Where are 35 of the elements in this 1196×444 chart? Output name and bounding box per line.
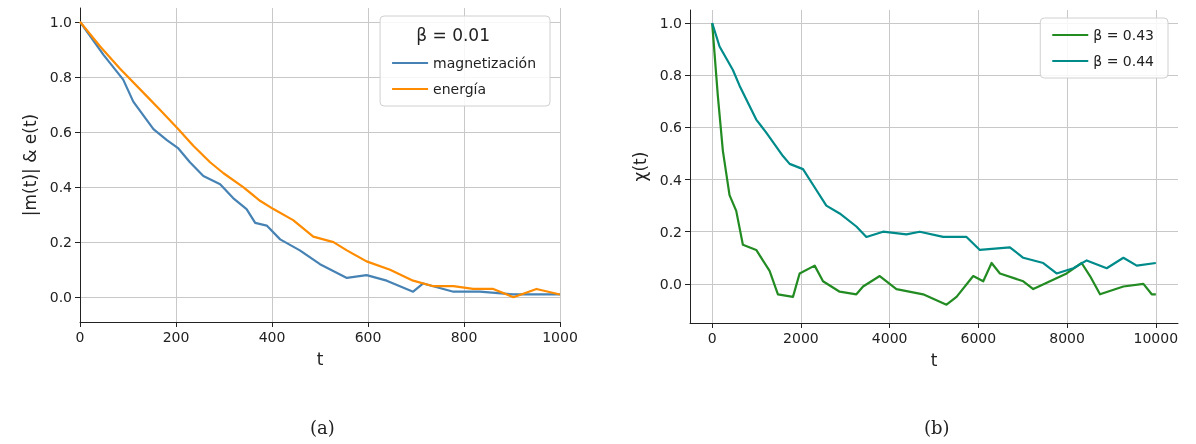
y-axis-title: |m(t)| & e(t) <box>19 113 40 217</box>
y-tick-label: 0.2 <box>659 223 682 240</box>
y-axis-title: χ(t) <box>629 151 650 182</box>
x-tick-label: 8000 <box>1049 330 1085 346</box>
x-tick-label: 600 <box>354 329 382 345</box>
y-tick-label: 0.2 <box>49 234 72 251</box>
y-tick-label: 0.0 <box>659 275 682 292</box>
x-tick-label: 4000 <box>871 330 908 346</box>
y-tick-label: 0.4 <box>659 171 683 188</box>
y-tick-label: 0.8 <box>659 67 682 84</box>
x-tick-label: 10000 <box>1133 330 1179 346</box>
x-axis-title: t <box>316 348 324 369</box>
text: (b) <box>924 416 950 438</box>
legend-label: magnetización <box>433 55 536 71</box>
y-tick-label: 0.0 <box>49 289 72 306</box>
legend-label: β = 0.43 <box>1093 27 1155 43</box>
y-tick-label: 0.6 <box>659 119 683 136</box>
y-tick-label: 1.0 <box>659 15 682 32</box>
legend-label: energía <box>433 81 487 97</box>
x-tick-label: 800 <box>450 329 478 345</box>
x-tick-label: 6000 <box>960 330 997 346</box>
text: (a) <box>310 416 335 438</box>
y-tick-label: 0.8 <box>49 68 72 85</box>
x-tick-label: 0 <box>75 329 85 345</box>
y-tick-label: 1.0 <box>49 13 72 30</box>
x-tick-label: 400 <box>258 329 286 345</box>
y-tick-label: 0.4 <box>49 179 73 196</box>
x-tick-label: 2000 <box>783 330 819 346</box>
x-axis-title: t <box>930 349 938 370</box>
x-tick-label: 0 <box>707 330 717 346</box>
legend-label: β = 0.44 <box>1093 53 1155 69</box>
x-tick-label: 1000 <box>542 329 578 345</box>
legend-title: β = 0.01 <box>416 24 491 45</box>
x-tick-label: 200 <box>162 329 190 345</box>
y-tick-label: 0.6 <box>49 123 73 140</box>
